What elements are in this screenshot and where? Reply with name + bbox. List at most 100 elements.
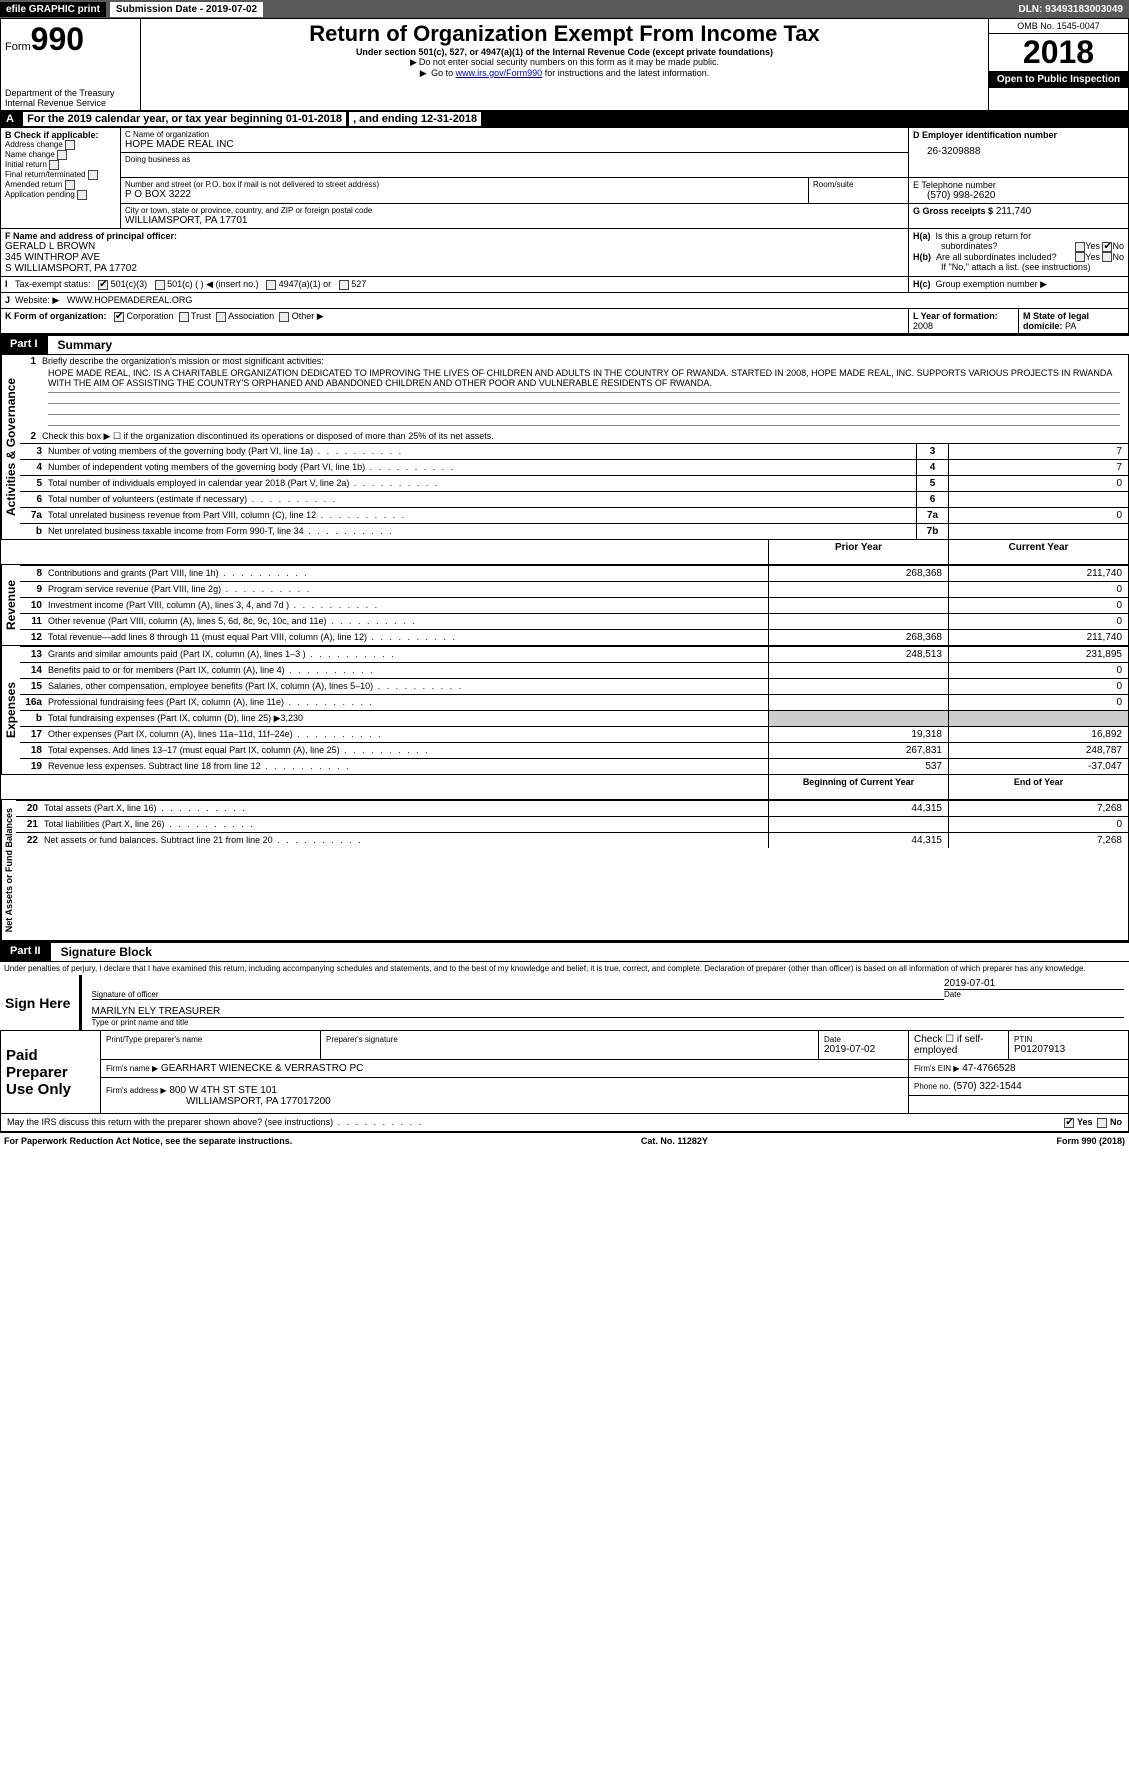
501c3-checkbox[interactable] xyxy=(98,280,108,290)
checkbox[interactable] xyxy=(57,150,67,160)
discuss-question: May the IRS discuss this return with the… xyxy=(7,1117,1064,1128)
submission-date: Submission Date - 2019-07-02 xyxy=(110,2,263,17)
tax-year: 2018 xyxy=(989,34,1128,71)
hb-yes-checkbox[interactable] xyxy=(1075,252,1085,262)
ein-value: 26-3209888 xyxy=(913,140,1124,157)
col-end-year: End of Year xyxy=(948,775,1128,799)
self-employed-check[interactable]: Check ☐ if self-employed xyxy=(909,1031,1009,1060)
firm-addr1: 800 W 4TH ST STE 101 xyxy=(169,1085,277,1096)
irs-label: Internal Revenue Service xyxy=(5,98,136,108)
perjury-declaration: Under penalties of perjury, I declare th… xyxy=(0,962,1129,975)
firm-addr2: WILLIAMSPORT, PA 177017200 xyxy=(106,1096,903,1107)
efile-label: efile GRAPHIC print xyxy=(0,2,106,17)
checkbox[interactable] xyxy=(49,160,59,170)
form-id: Form990 xyxy=(5,21,136,58)
gross-receipts-label: G Gross receipts $ xyxy=(913,206,993,216)
mission-text: HOPE MADE REAL, INC. IS A CHARITABLE ORG… xyxy=(20,368,1128,388)
signature-block: Sign Here 2019-07-01 Signature of office… xyxy=(0,975,1129,1030)
city-label: City or town, state or province, country… xyxy=(125,206,904,215)
other-checkbox[interactable] xyxy=(279,312,289,322)
financial-row: 19Revenue less expenses. Subtract line 1… xyxy=(20,758,1128,774)
checkbox[interactable] xyxy=(88,170,98,180)
part2-header: Part II Signature Block xyxy=(0,941,1129,962)
officer-addr2: S WILLIAMSPORT, PA 17702 xyxy=(5,263,904,274)
org-name-label: C Name of organization xyxy=(125,130,904,139)
financial-row: 13Grants and similar amounts paid (Part … xyxy=(20,646,1128,662)
4947-checkbox[interactable] xyxy=(266,280,276,290)
addr-label: Number and street (or P.O. box if mail i… xyxy=(125,180,804,189)
corp-checkbox[interactable] xyxy=(114,312,124,322)
prep-date: 2019-07-02 xyxy=(824,1044,903,1055)
financial-row: 20Total assets (Part X, line 16)44,3157,… xyxy=(16,800,1128,816)
efile-topbar: efile GRAPHIC print Submission Date - 20… xyxy=(0,0,1129,18)
website-label: Website: ▶ xyxy=(15,295,59,305)
open-to-public: Open to Public Inspection xyxy=(989,71,1128,88)
financial-row: 10Investment income (Part VIII, column (… xyxy=(20,597,1128,613)
block-b-option: Application pending xyxy=(5,190,116,200)
ha-label: H(a) Is this a group return for xyxy=(913,231,1124,241)
officer-label: F Name and address of principal officer: xyxy=(5,231,904,241)
527-checkbox[interactable] xyxy=(339,280,349,290)
col-prior-year: Prior Year xyxy=(768,540,948,564)
tax-exempt-label: Tax-exempt status: xyxy=(15,279,91,289)
hb-no-checkbox[interactable] xyxy=(1102,252,1112,262)
officer-typed-name: MARILYN ELY TREASURER xyxy=(92,1006,1125,1018)
form990-link[interactable]: www.irs.gov/Form990 xyxy=(456,68,543,78)
side-expenses: Expenses xyxy=(1,646,20,774)
paid-preparer-block: Paid Preparer Use Only Print/Type prepar… xyxy=(0,1030,1129,1114)
part1-header: Part I Summary xyxy=(0,334,1129,355)
side-net-assets: Net Assets or Fund Balances xyxy=(1,800,16,940)
period-row: A For the 2019 calendar year, or tax yea… xyxy=(0,111,1129,127)
block-b-label: B Check if applicable: xyxy=(5,130,116,140)
phone-value: (570) 998-2620 xyxy=(913,190,1124,201)
financial-row: 8Contributions and grants (Part VIII, li… xyxy=(20,565,1128,581)
col-current-year: Current Year xyxy=(948,540,1128,564)
assoc-checkbox[interactable] xyxy=(216,312,226,322)
financial-row: 22Net assets or fund balances. Subtract … xyxy=(16,832,1128,848)
financial-row: bTotal fundraising expenses (Part IX, co… xyxy=(20,710,1128,726)
financial-row: 17Other expenses (Part IX, column (A), l… xyxy=(20,726,1128,742)
block-b-option: Final return/terminated xyxy=(5,170,116,180)
note-ssn: Do not enter social security numbers on … xyxy=(145,57,984,68)
firm-ein: 47-4766528 xyxy=(962,1063,1015,1074)
trust-checkbox[interactable] xyxy=(179,312,189,322)
city-value: WILLIAMSPORT, PA 17701 xyxy=(125,215,904,226)
block-b-option: Initial return xyxy=(5,160,116,170)
paid-preparer-label: Paid Preparer Use Only xyxy=(1,1031,101,1114)
q2-text: Check this box ▶ ☐ if the organization d… xyxy=(42,431,1128,442)
ein-label: D Employer identification number xyxy=(913,130,1124,140)
website-value: WWW.HOPEMADEREAL.ORG xyxy=(67,295,193,305)
form-subtitle: Under section 501(c), 527, or 4947(a)(1)… xyxy=(145,47,984,57)
q1-label: Briefly describe the organization's miss… xyxy=(42,356,1128,366)
checkbox[interactable] xyxy=(65,140,75,150)
summary-row: bNet unrelated business taxable income f… xyxy=(20,523,1128,539)
checkbox[interactable] xyxy=(65,180,75,190)
financial-row: 16aProfessional fundraising fees (Part I… xyxy=(20,694,1128,710)
col-beginning-year: Beginning of Current Year xyxy=(768,775,948,799)
side-activities-governance: Activities & Governance xyxy=(1,355,20,539)
entity-info: B Check if applicable: Address change Na… xyxy=(0,127,1129,334)
sign-here-label: Sign Here xyxy=(0,975,80,1030)
financial-row: 18Total expenses. Add lines 13–17 (must … xyxy=(20,742,1128,758)
omb: OMB No. 1545-0047 xyxy=(989,19,1128,34)
dln: DLN: 93493183003049 xyxy=(1012,2,1129,17)
summary-row: 6Total number of volunteers (estimate if… xyxy=(20,491,1128,507)
financial-row: 11Other revenue (Part VIII, column (A), … xyxy=(20,613,1128,629)
financial-row: 12Total revenue—add lines 8 through 11 (… xyxy=(20,629,1128,645)
discuss-no-checkbox[interactable] xyxy=(1097,1118,1107,1128)
ha-no-checkbox[interactable] xyxy=(1102,242,1112,252)
ptin-value: P01207913 xyxy=(1014,1044,1123,1055)
financial-row: 9Program service revenue (Part VIII, lin… xyxy=(20,581,1128,597)
form-header: Form990 Department of the Treasury Inter… xyxy=(0,18,1129,111)
discuss-yes-checkbox[interactable] xyxy=(1064,1118,1074,1128)
block-b-option: Amended return xyxy=(5,180,116,190)
cat-no: Cat. No. 11282Y xyxy=(641,1136,708,1146)
pra-notice: For Paperwork Reduction Act Notice, see … xyxy=(4,1136,292,1146)
501c-checkbox[interactable] xyxy=(155,280,165,290)
gross-receipts-value: 211,740 xyxy=(996,206,1031,217)
phone-label: E Telephone number xyxy=(913,180,1124,190)
checkbox[interactable] xyxy=(77,190,87,200)
dba-label: Doing business as xyxy=(125,155,904,164)
room-suite-label: Room/suite xyxy=(809,178,909,204)
ha-yes-checkbox[interactable] xyxy=(1075,242,1085,252)
